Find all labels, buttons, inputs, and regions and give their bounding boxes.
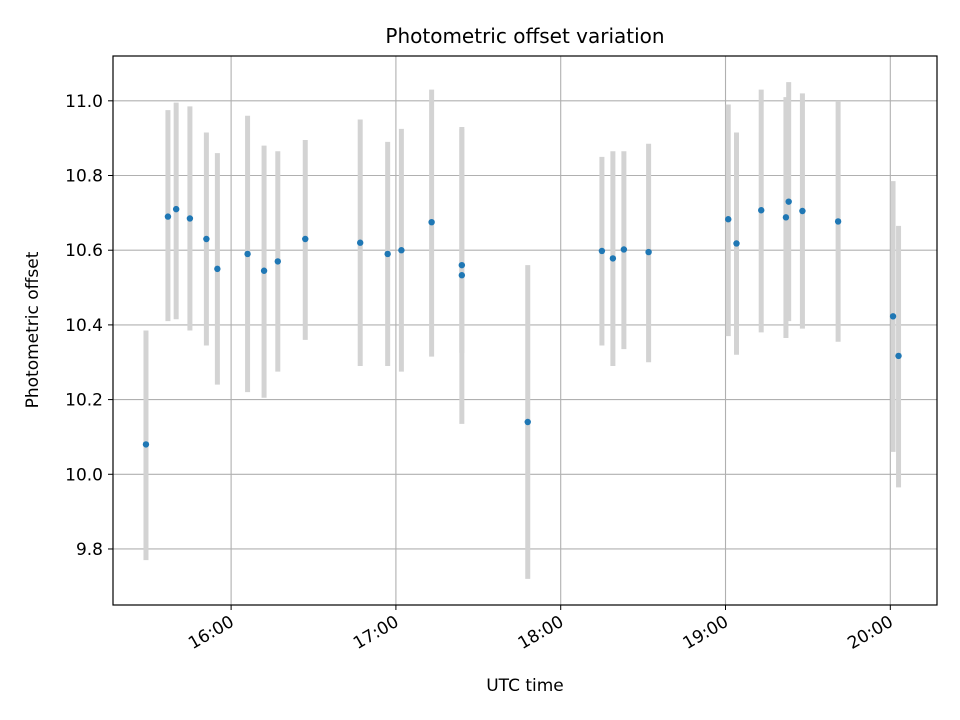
data-point	[782, 214, 790, 221]
data-point	[164, 213, 172, 220]
data-point	[357, 239, 364, 246]
data-point	[384, 250, 391, 258]
data-point	[598, 247, 606, 255]
data-point	[799, 207, 806, 215]
data-point	[172, 205, 180, 213]
data-point	[458, 261, 466, 269]
x-axis-label: UTC time	[486, 676, 564, 696]
data-point	[620, 246, 628, 253]
y-tick-label: 9.8	[76, 540, 103, 560]
data-point	[203, 235, 210, 243]
data-point	[274, 258, 281, 265]
y-tick-label: 10.4	[65, 316, 103, 336]
y-tick-label: 11.0	[65, 92, 103, 112]
data-point	[725, 216, 732, 223]
data-point	[428, 218, 435, 226]
data-point	[895, 352, 902, 360]
y-tick-label: 10.2	[65, 391, 103, 411]
y-tick-label: 10.8	[65, 167, 103, 187]
data-point	[244, 250, 251, 258]
data-point	[758, 207, 765, 214]
y-axis-label: Photometric offset	[23, 251, 43, 408]
data-point	[302, 235, 309, 243]
data-point	[645, 248, 652, 256]
data-point	[142, 441, 150, 448]
data-point	[785, 198, 792, 205]
data-point	[458, 272, 466, 279]
data-point	[834, 218, 842, 225]
data-point	[889, 313, 897, 320]
y-axis-ticks: 9.8 10.0 10.2 10.4 10.6 10.8 11.0	[65, 92, 113, 560]
data-point	[398, 247, 405, 254]
data-points	[142, 198, 902, 448]
plot-frame	[112, 55, 938, 606]
data-point	[186, 215, 194, 222]
grid	[113, 56, 937, 605]
chart-title: Photometric offset variation	[385, 24, 664, 48]
data-point	[733, 240, 740, 247]
data-point	[524, 418, 531, 426]
data-point	[260, 267, 268, 274]
data-point	[214, 265, 221, 273]
y-tick-label: 10.0	[65, 465, 103, 485]
data-point	[609, 255, 617, 262]
y-tick-label: 10.6	[65, 241, 103, 261]
